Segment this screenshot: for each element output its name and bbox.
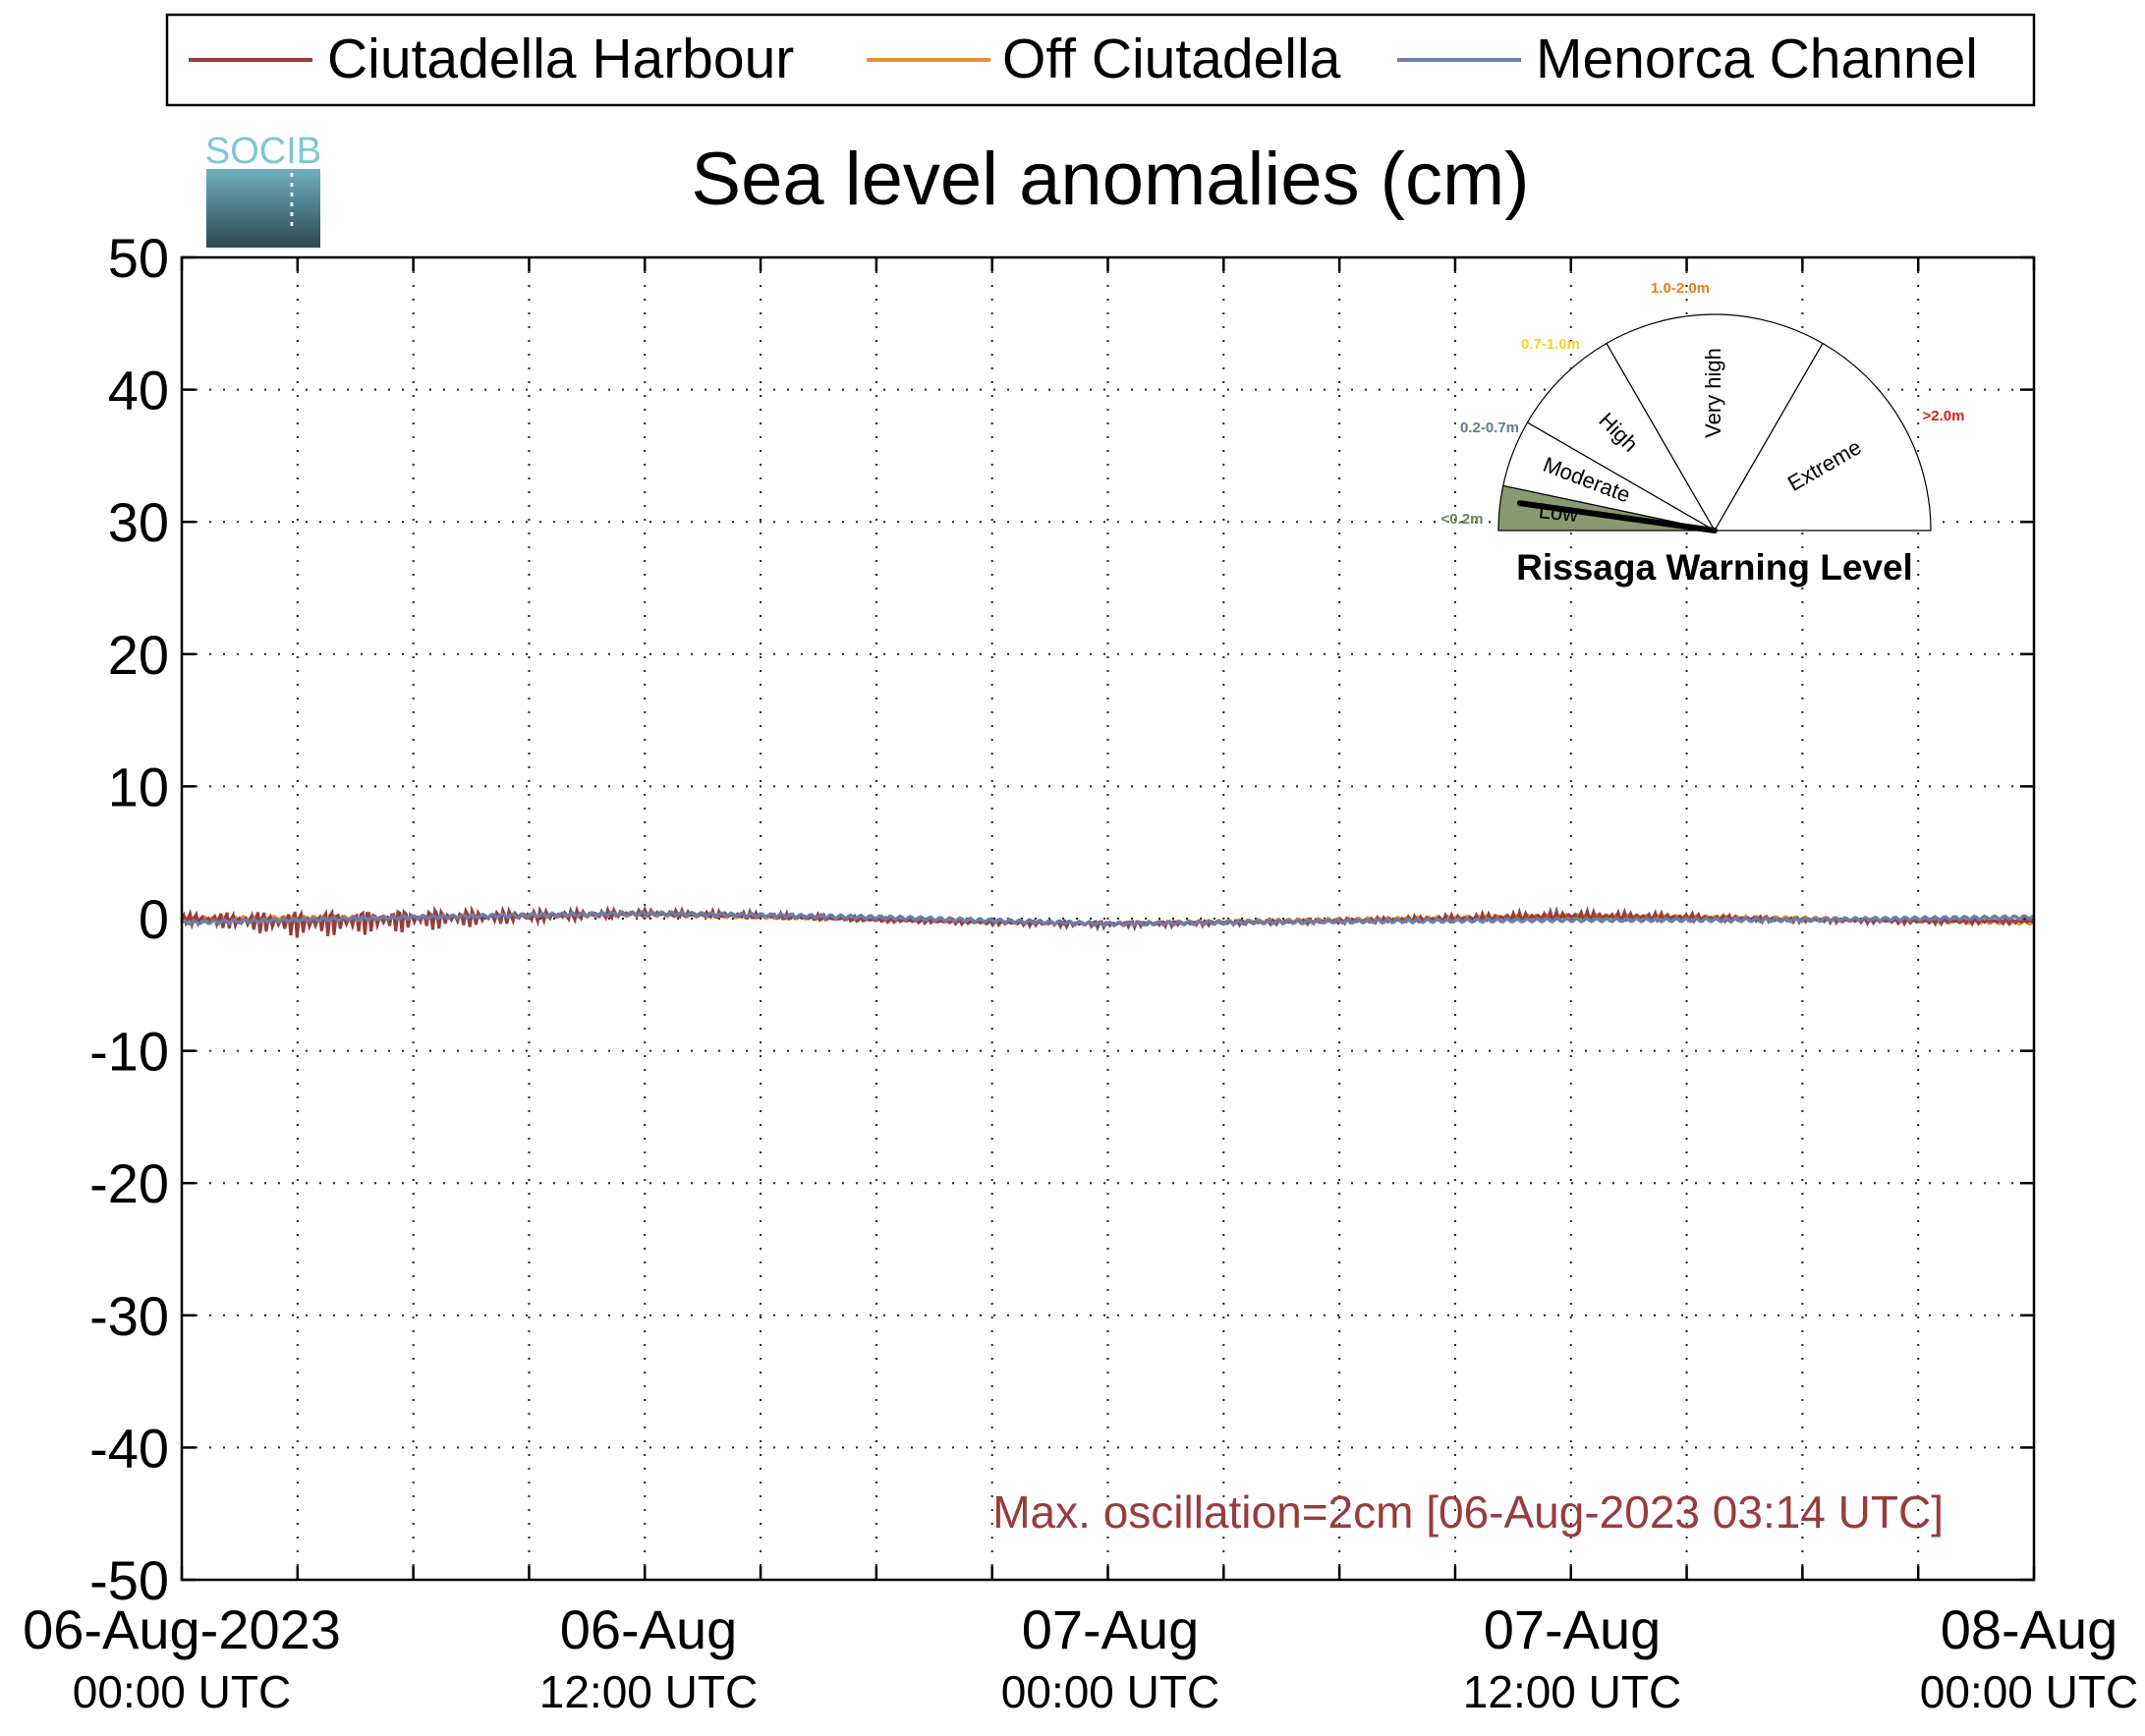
y-tick-label: 50 [108,227,169,289]
x-tick-label-time: 00:00 UTC [1920,1666,2138,1717]
gauge-range-label: 0.7-1.0m [1521,336,1580,353]
socib-logo-block [206,169,320,248]
legend-box [165,13,2036,107]
socib-logo-text: SOCIB [205,131,321,172]
y-axis: 50 40 30 20 10 0 -10 -20 -30 -40 -50 [89,227,2034,1611]
y-tick-label: -40 [89,1417,169,1479]
y-tick-label: 0 [139,888,169,950]
x-tick-label-time: 00:00 UTC [73,1666,291,1717]
gauge-segment-extreme [1713,342,1932,532]
gauge-title: Rissaga Warning Level [1516,547,1913,588]
x-tick-label-date: 07-Aug [1022,1598,1200,1660]
x-tick-label-time: 12:00 UTC [1463,1666,1681,1717]
y-tick-label: 10 [108,756,169,817]
max-oscillation-annotation: Max. oscillation=2cm [06-Aug-2023 03:14 … [992,1486,1944,1538]
gauge-segment-high [1526,342,1717,532]
gauge-range-label: >2.0m [1923,408,1965,424]
y-tick-label: 40 [108,360,169,421]
gauge-range-label: 1.0-2.0m [1651,280,1710,297]
x-tick-label-date: 06-Aug-2023 [23,1598,341,1660]
y-tick-label: -10 [89,1021,169,1083]
series-lines [180,905,2036,938]
socib-logo: SOCIB [205,131,321,248]
legend: Ciutadella Harbour Off Ciutadella Menorc… [165,13,2036,107]
gauge-range-label: 0.2-0.7m [1460,420,1519,436]
y-tick-label: 20 [108,624,169,686]
x-tick-label-date: 08-Aug [1941,1598,2118,1660]
series-line-menorca-channel [180,910,2036,927]
gauge-segment-label: Very high [1701,348,1725,438]
gauge-needle [1516,500,1718,533]
legend-label-off-ciutadella: Off Ciutadella [1002,28,1341,90]
y-tick-label: -50 [89,1549,169,1611]
y-tick-label: -20 [89,1152,169,1214]
legend-label-menorca-channel: Menorca Channel [1536,28,1978,90]
legend-label-ciutadella-harbour: Ciutadella Harbour [327,28,794,90]
x-axis: 06-Aug-2023 00:00 UTC 06-Aug 12:00 UTC 07-Au… [23,257,2138,1717]
x-tick-label-date: 07-Aug [1484,1598,1662,1660]
y-tick-label: 30 [108,491,169,553]
x-tick-label-time: 00:00 UTC [1001,1666,1219,1717]
gauge-range-label: <0.2m [1441,511,1484,528]
gauge-segment-very-high [1606,313,1824,532]
plot-frame [180,255,2036,1582]
x-tick-label-time: 12:00 UTC [539,1666,758,1717]
y-tick-label: -30 [89,1285,169,1347]
chart-title: Sea level anomalies (cm) [691,138,1529,221]
x-tick-label-date: 06-Aug [560,1598,738,1660]
